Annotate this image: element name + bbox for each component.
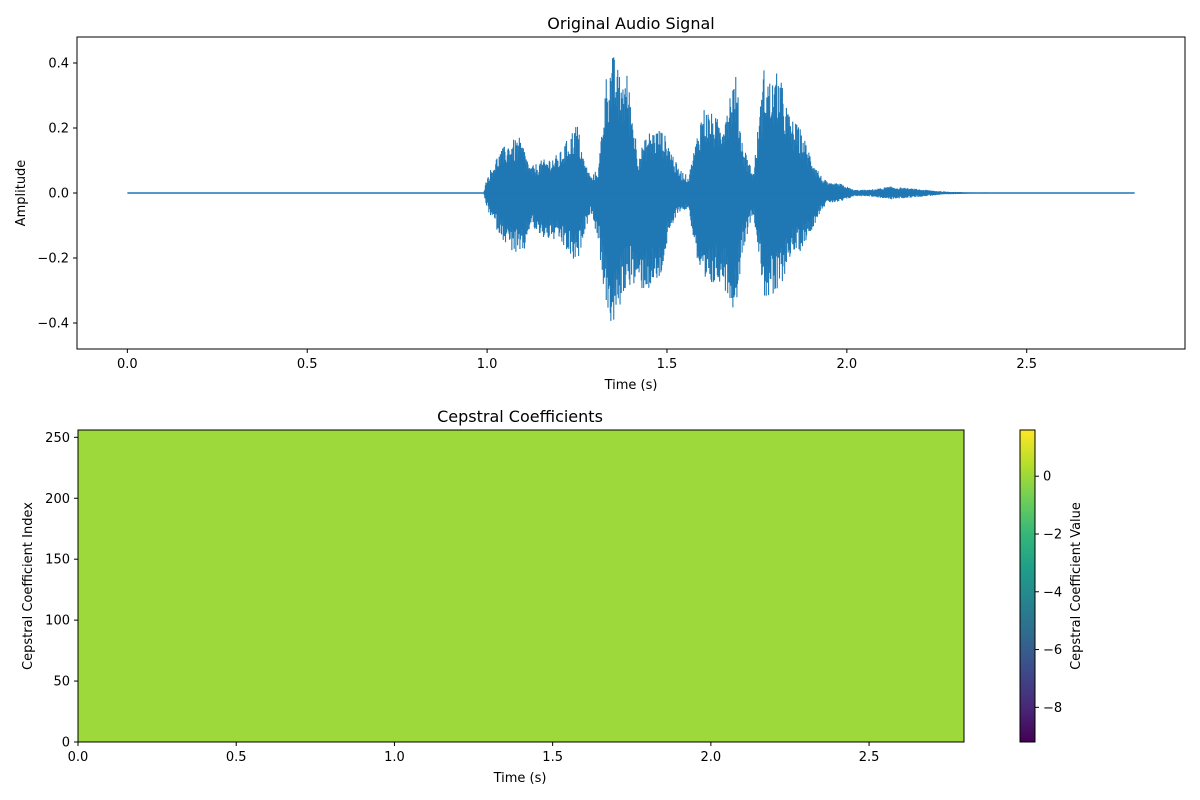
colorbar-tick-label: −6 [1043, 643, 1062, 658]
waveform-y-axis-label: Amplitude [14, 160, 29, 227]
waveform-y-ticks: −0.4 −0.2 0.0 0.2 0.4 [37, 57, 77, 332]
waveform-x-ticks: 0.0 0.5 1.0 1.5 2.0 2.5 [117, 349, 1037, 372]
cepstrum-x-axis-label: Time (s) [493, 771, 547, 786]
colorbar: 0 −2 −4 −6 −8 Cepstral Coefficient Value [1019, 429, 1084, 743]
waveform-y-tick-label: −0.2 [37, 252, 69, 267]
colorbar-gradient [1019, 429, 1036, 743]
cepstrum-heatmap [78, 430, 964, 742]
waveform-x-tick-label: 1.0 [477, 357, 498, 372]
cepstrum-x-tick-label: 2.0 [701, 750, 722, 765]
cepstrum-y-tick-label: 250 [45, 431, 70, 446]
waveform-plot: Original Audio Signal 0.0 0.5 1.0 1.5 2.0 2.5… [14, 14, 1186, 393]
cepstrum-x-tick-label: 2.5 [859, 750, 880, 765]
waveform-y-tick-label: 0.4 [48, 57, 69, 72]
colorbar-tick-label: −4 [1043, 585, 1062, 600]
cepstrum-y-ticks: 0 50 100 150 200 250 [45, 431, 78, 751]
waveform-x-tick-label: 2.0 [837, 357, 858, 372]
cepstrum-y-tick-label: 0 [62, 736, 70, 751]
waveform-title: Original Audio Signal [547, 14, 714, 33]
waveform-x-tick-label: 2.5 [1016, 357, 1037, 372]
colorbar-tick-label: 0 [1043, 470, 1051, 485]
cepstrum-plot: Cepstral Coefficients 0.0 0.5 1.0 1.5 2.0 2.5… [21, 407, 965, 786]
cepstrum-axes-frame [77, 429, 965, 743]
waveform-y-tick-label: −0.4 [37, 317, 69, 332]
waveform-x-tick-label: 1.5 [657, 357, 678, 372]
cepstrum-x-tick-label: 0.5 [226, 750, 247, 765]
waveform-x-axis-label: Time (s) [604, 378, 658, 393]
waveform-x-tick-label: 0.5 [297, 357, 318, 372]
colorbar-tick-label: −8 [1043, 701, 1062, 716]
cepstrum-y-tick-label: 100 [45, 614, 70, 629]
cepstrum-y-tick-label: 150 [45, 553, 70, 568]
cepstrum-x-tick-label: 1.0 [384, 750, 405, 765]
waveform-marks [127, 57, 1135, 321]
cepstrum-y-axis-label: Cepstral Coefficient Index [21, 502, 36, 670]
colorbar-ticks: 0 −2 −4 −6 −8 [1035, 470, 1062, 716]
waveform-x-tick-label: 0.0 [117, 357, 138, 372]
cepstrum-x-ticks: 0.0 0.5 1.0 1.5 2.0 2.5 [68, 742, 880, 765]
cepstrum-y-tick-label: 50 [53, 675, 70, 690]
colorbar-tick-label: −2 [1043, 528, 1062, 543]
cepstrum-x-tick-label: 0.0 [68, 750, 89, 765]
waveform-y-tick-label: 0.0 [48, 187, 69, 202]
colorbar-label: Cepstral Coefficient Value [1069, 502, 1084, 670]
cepstrum-title: Cepstral Coefficients [437, 407, 603, 426]
cepstrum-x-tick-label: 1.5 [542, 750, 563, 765]
waveform-signal [483, 57, 1134, 321]
cepstrum-y-tick-label: 200 [45, 492, 70, 507]
waveform-y-tick-label: 0.2 [48, 122, 69, 137]
